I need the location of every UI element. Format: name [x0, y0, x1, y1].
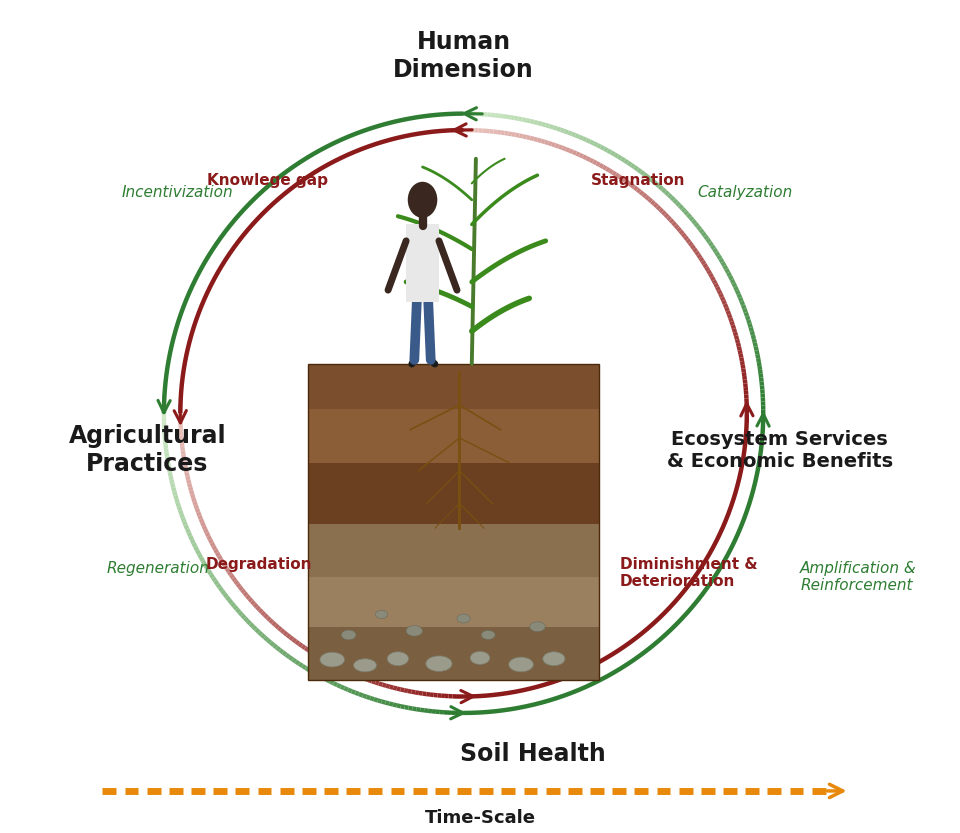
- Text: Agricultural
Practices: Agricultural Practices: [69, 424, 227, 476]
- Bar: [307, 462, 599, 524]
- Text: Ecosystem Services
& Economic Benefits: Ecosystem Services & Economic Benefits: [666, 430, 893, 471]
- Ellipse shape: [375, 611, 388, 619]
- Ellipse shape: [481, 631, 495, 640]
- Text: Degradation: Degradation: [205, 557, 312, 572]
- Text: Diminishment &
Deterioration: Diminishment & Deterioration: [619, 557, 757, 589]
- Ellipse shape: [408, 182, 438, 218]
- Text: Knowlege gap: Knowlege gap: [207, 172, 328, 187]
- Bar: [307, 364, 599, 680]
- Text: Incentivization: Incentivization: [122, 185, 233, 200]
- Ellipse shape: [457, 614, 470, 623]
- Ellipse shape: [530, 621, 545, 631]
- Ellipse shape: [320, 652, 345, 667]
- Ellipse shape: [470, 651, 490, 665]
- Ellipse shape: [509, 657, 534, 672]
- Bar: [307, 364, 599, 409]
- Text: Catalyzation: Catalyzation: [698, 185, 793, 200]
- Text: Stagnation: Stagnation: [590, 172, 685, 187]
- Text: Time-Scale: Time-Scale: [424, 809, 536, 827]
- Text: Regeneration: Regeneration: [107, 561, 209, 576]
- Bar: [307, 577, 599, 626]
- Bar: [307, 626, 599, 680]
- Ellipse shape: [341, 630, 356, 640]
- Bar: [406, 224, 439, 302]
- Ellipse shape: [406, 626, 422, 636]
- Ellipse shape: [387, 651, 409, 666]
- Bar: [307, 409, 599, 462]
- Ellipse shape: [542, 651, 565, 666]
- Bar: [307, 524, 599, 577]
- Text: Amplification &
Reinforcement: Amplification & Reinforcement: [801, 561, 917, 593]
- Ellipse shape: [426, 656, 452, 671]
- Ellipse shape: [353, 659, 376, 672]
- Text: Soil Health: Soil Health: [461, 742, 606, 766]
- Text: Human
Dimension: Human Dimension: [394, 30, 534, 82]
